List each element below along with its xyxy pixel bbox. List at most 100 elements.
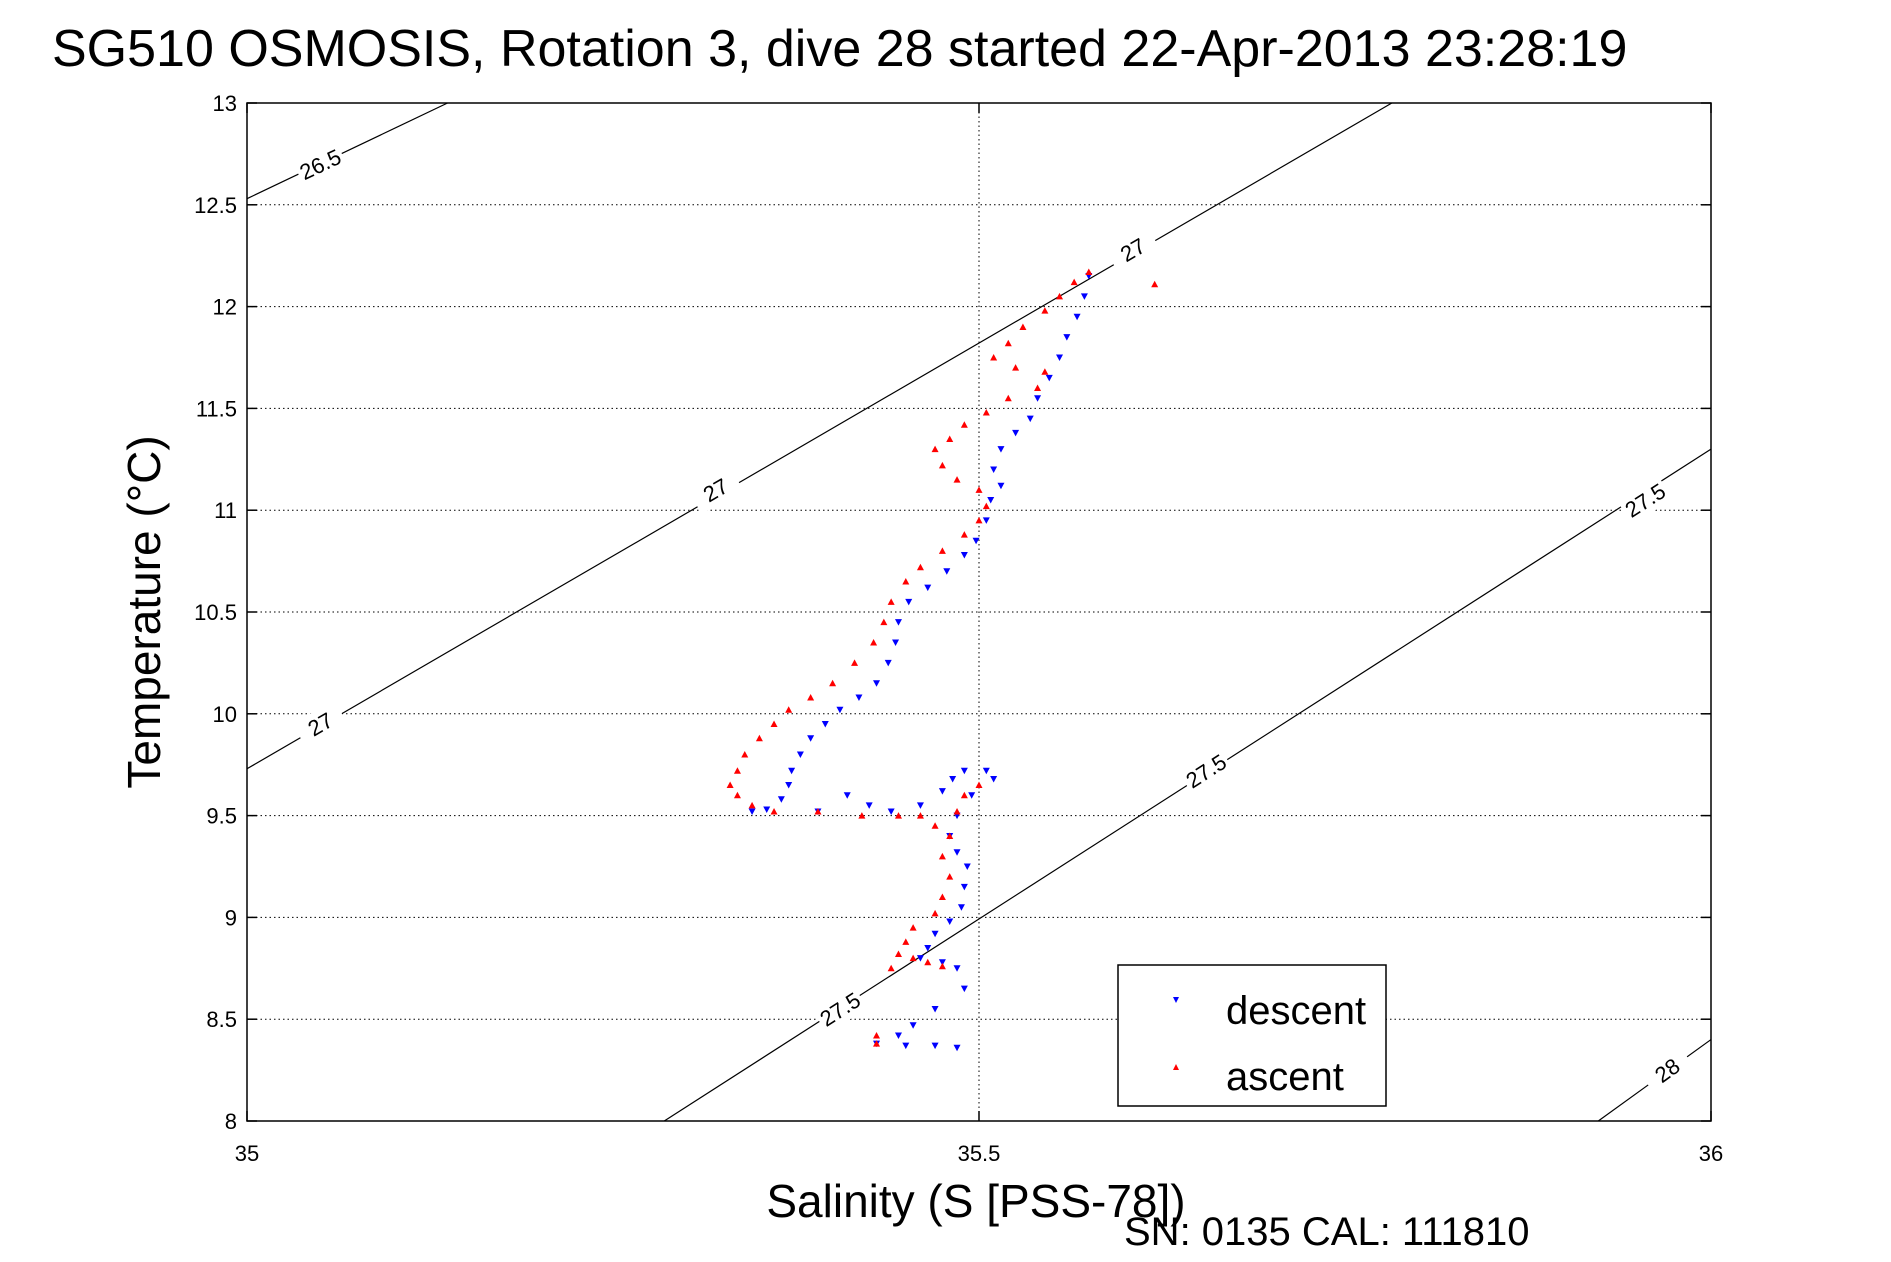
descent-point: [1034, 395, 1042, 402]
ascent-point: [982, 502, 990, 510]
ascent-point: [887, 598, 895, 605]
descent-point: [1063, 334, 1071, 341]
descent-point: [894, 1032, 902, 1039]
descent-point: [884, 659, 892, 667]
descent-point: [894, 619, 902, 626]
descent-point: [963, 863, 971, 870]
descent-point: [1012, 429, 1020, 437]
ascent-point: [748, 801, 756, 809]
ascent-point: [894, 950, 902, 958]
ascent-point: [902, 577, 910, 585]
descent-point: [892, 639, 900, 647]
ascent-point: [807, 694, 815, 701]
ascent-point: [924, 958, 932, 966]
descent-point: [807, 735, 815, 742]
descent-point: [785, 782, 793, 789]
ascent-point: [946, 873, 954, 880]
y-tick-label: 8.5: [206, 1007, 237, 1032]
descent-point: [990, 775, 998, 783]
ascent-point: [946, 832, 954, 839]
x-tick-label: 35: [235, 1141, 259, 1166]
descent-point: [788, 767, 796, 775]
x-tick-label: 36: [1699, 1141, 1723, 1166]
descent-point: [748, 808, 756, 816]
descent-point: [972, 537, 980, 545]
ascent-point: [975, 516, 983, 524]
descent-point: [931, 1006, 939, 1013]
ascent-point: [733, 767, 741, 774]
series-descent: [748, 273, 1093, 1052]
y-axis-title: Temperature (°C): [118, 435, 170, 788]
ascent-point: [931, 445, 939, 453]
ascent-point: [946, 435, 954, 442]
descent-point: [924, 944, 932, 952]
y-tick-label: 12: [213, 295, 237, 320]
ascent-point: [931, 822, 939, 829]
ascent-point: [975, 486, 983, 493]
descent-point: [1045, 374, 1053, 382]
ascent-point: [1019, 323, 1027, 330]
series-ascent: [726, 268, 1159, 1047]
descent-point: [990, 466, 998, 473]
descent-point: [938, 959, 946, 966]
contour-label-background: [1639, 1044, 1695, 1096]
contour-26-5: 26.5: [246, 102, 448, 200]
ascent-point: [755, 734, 763, 742]
contour-label-background: [1104, 225, 1161, 274]
ascent-point: [829, 679, 837, 687]
contour-label-background: [687, 465, 744, 515]
ascent-point: [1012, 364, 1020, 371]
descent-point: [836, 706, 844, 714]
y-tick-label: 13: [213, 91, 237, 116]
y-tick-label: 10: [213, 702, 237, 727]
ascent-point: [931, 909, 939, 917]
ascent-point: [902, 938, 910, 945]
descent-point: [763, 806, 771, 813]
contour-label-background: [292, 699, 348, 749]
ascent-point: [741, 751, 749, 758]
ascent-point: [916, 812, 924, 819]
ascent-point: [1085, 268, 1093, 275]
ascent-point: [785, 706, 793, 713]
descent-point: [938, 788, 946, 795]
ascent-point: [909, 924, 917, 931]
descent-point: [960, 985, 968, 993]
ascent-point: [1070, 278, 1078, 286]
descent-point: [931, 1042, 939, 1050]
y-tick-label: 8: [225, 1109, 237, 1134]
axis-ticks: 35 35.5 36 8 8.5 9 9.5 10 10.5 11 11.5 12 12.5 13: [194, 91, 1723, 1166]
ascent-point: [770, 808, 778, 815]
y-tick-label: 11.5: [196, 396, 237, 421]
ascent-point: [770, 720, 778, 727]
ascent-point: [873, 1031, 881, 1039]
descent-point: [777, 796, 785, 803]
descent-point: [931, 930, 939, 938]
descent-point: [1056, 354, 1064, 361]
descent-point: [949, 775, 957, 783]
contour-label-background: [1617, 475, 1673, 525]
ascent-point: [870, 639, 878, 646]
ascent-point: [1004, 339, 1012, 347]
ascent-point: [938, 852, 946, 860]
descent-point: [960, 551, 968, 559]
contour-label-background: [292, 141, 348, 188]
x-axis-title: Salinity (S [PSS-78]): [766, 1175, 1185, 1227]
ascent-point: [814, 808, 822, 815]
ascent-point: [1034, 384, 1042, 392]
descent-point: [1073, 313, 1081, 321]
ascent-point: [851, 659, 859, 666]
ascent-point: [953, 808, 961, 815]
ascent-point: [938, 962, 946, 970]
legend: descent ascent: [1117, 964, 1387, 1107]
y-tick-label: 12.5: [194, 193, 237, 218]
ascent-point: [873, 1040, 881, 1047]
ascent-point: [953, 476, 961, 483]
ascent-point: [880, 618, 888, 626]
contour-line: [246, 102, 1393, 770]
descent-point: [887, 808, 895, 816]
descent-point: [916, 802, 924, 809]
descent-point: [924, 584, 932, 592]
chart-title: SG510 OSMOSIS, Rotation 3, dive 28 start…: [52, 20, 1627, 78]
